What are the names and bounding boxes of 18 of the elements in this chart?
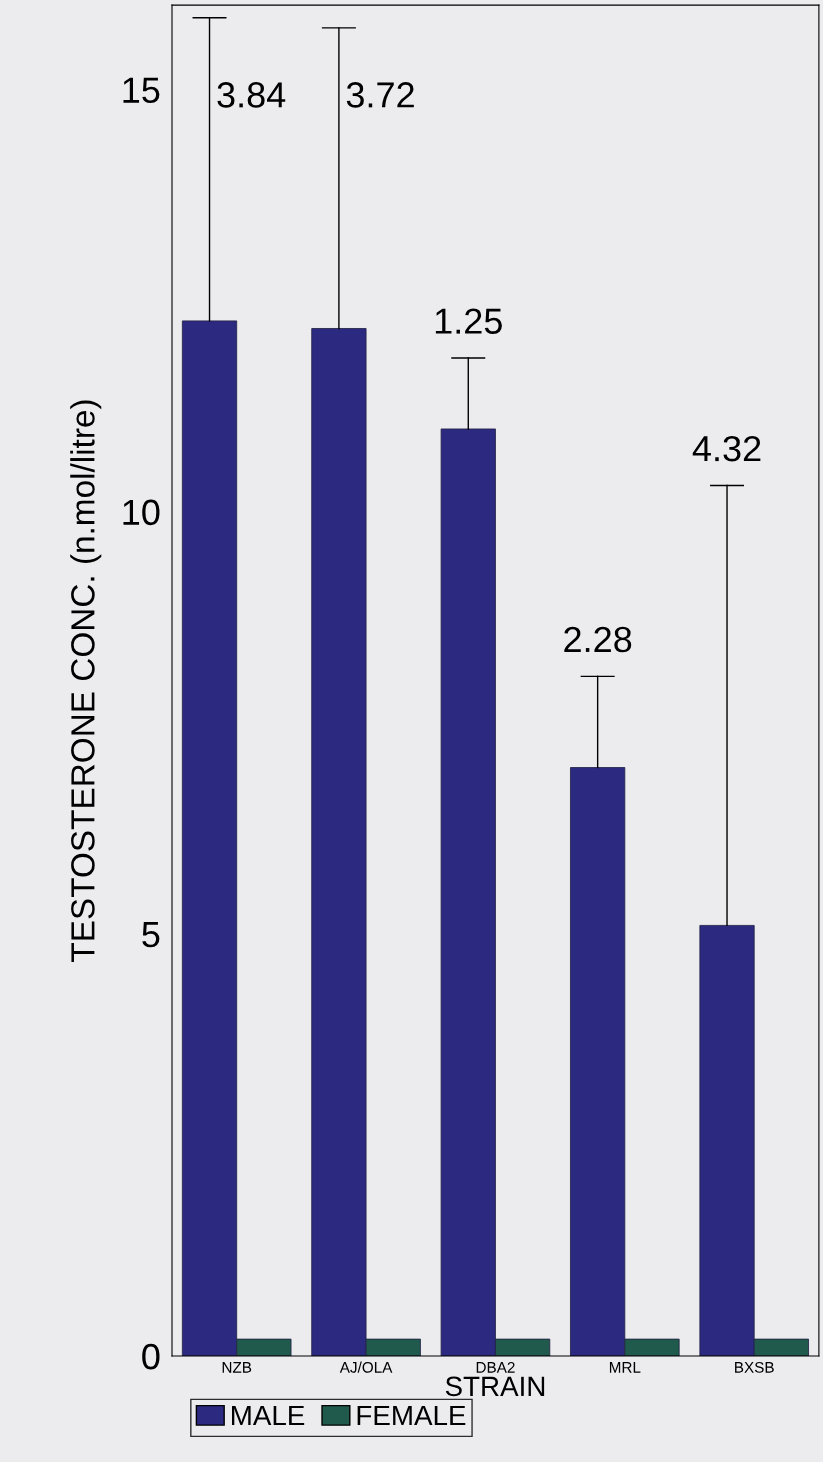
x-tick-label: NZB xyxy=(222,1362,252,1373)
annotation: 2.28 xyxy=(564,626,632,653)
annotation: 3.72 xyxy=(346,82,414,108)
x-tick-label: MRL xyxy=(609,1362,641,1373)
annotation: 4.32 xyxy=(692,435,761,462)
y-tick-label: 0 xyxy=(142,1343,160,1370)
legend-label: FEMALE xyxy=(357,1405,466,1426)
annotation: 3.84 xyxy=(217,82,286,108)
y-tick-label: 10 xyxy=(123,499,160,526)
legend-label: MALE xyxy=(232,1405,305,1426)
y-tick-label: 5 xyxy=(142,922,160,948)
y-axis-title: TESTOSTERONE CONC. (n.mol/litre) xyxy=(70,400,102,962)
y-tick-label: 15 xyxy=(123,77,160,103)
x-tick-label: AJ/OLA xyxy=(339,1361,393,1373)
annotation: 1.25 xyxy=(435,308,502,334)
x-tick-label: BXSB xyxy=(735,1361,774,1373)
x-tick-label: DBA2 xyxy=(476,1361,515,1373)
x-axis-title: STRAIN xyxy=(445,1376,545,1397)
